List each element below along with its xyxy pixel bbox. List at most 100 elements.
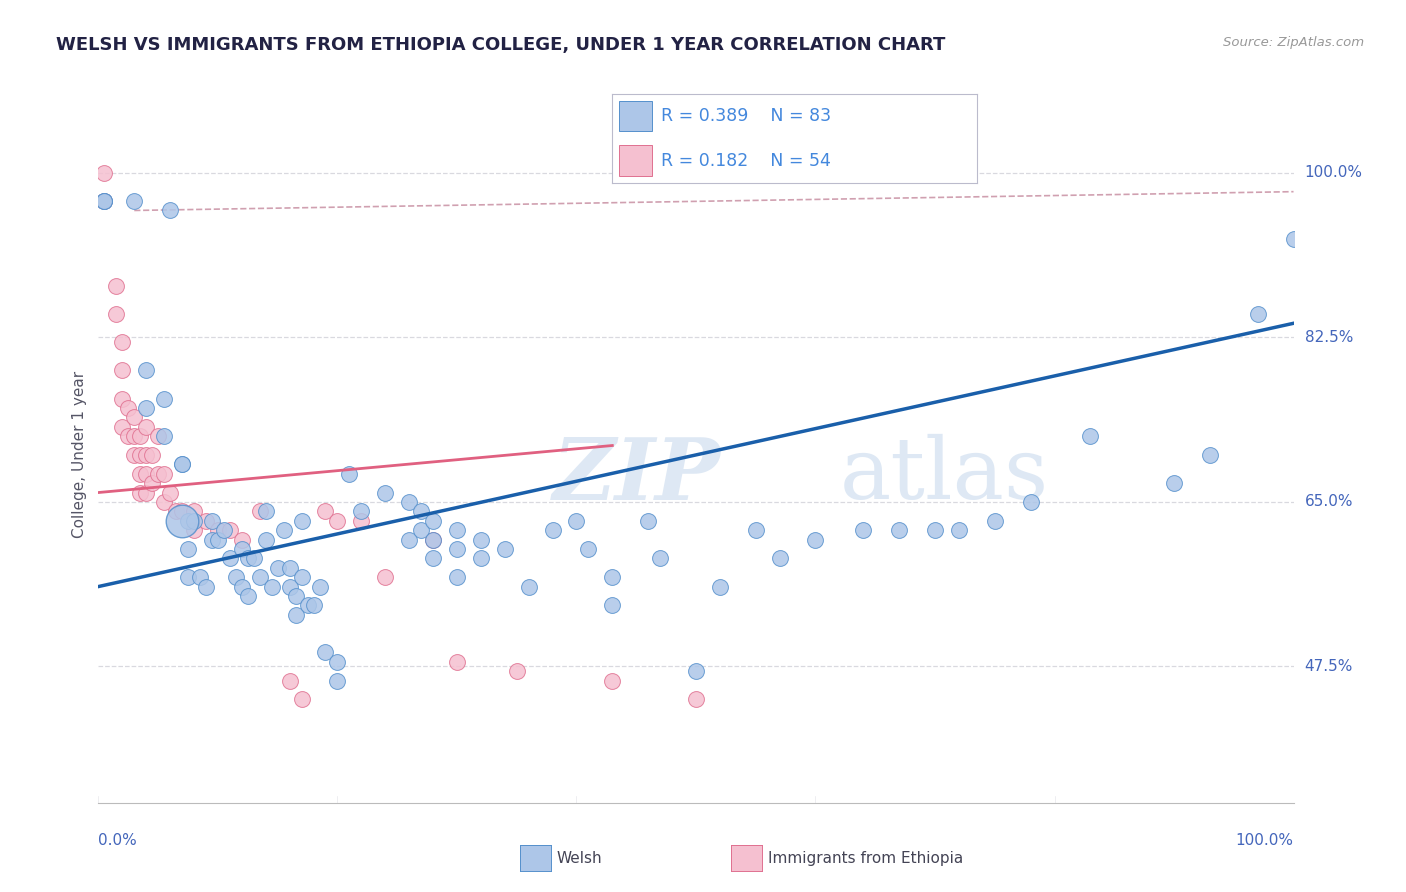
Point xyxy=(236,589,259,603)
Point xyxy=(172,514,194,528)
Point xyxy=(188,570,211,584)
Point xyxy=(326,514,349,528)
Point xyxy=(411,523,433,537)
Point xyxy=(308,580,330,594)
Point xyxy=(948,523,970,537)
Point xyxy=(411,504,433,518)
Point xyxy=(129,448,152,462)
Point xyxy=(648,551,672,566)
Point xyxy=(141,448,163,462)
Point xyxy=(183,504,205,518)
Point xyxy=(129,485,152,500)
Point xyxy=(852,523,875,537)
Point xyxy=(135,419,157,434)
Point xyxy=(446,541,468,556)
Point xyxy=(135,485,157,500)
Point xyxy=(350,514,373,528)
Point xyxy=(337,467,360,481)
Point xyxy=(207,533,229,547)
Point xyxy=(1246,307,1268,321)
Point xyxy=(135,363,157,377)
Point xyxy=(804,533,827,547)
Point xyxy=(231,580,253,594)
Point xyxy=(201,514,224,528)
Point xyxy=(165,504,187,518)
Point xyxy=(1163,476,1185,491)
Point xyxy=(254,504,277,518)
Point xyxy=(243,551,266,566)
Point xyxy=(177,570,200,584)
Point xyxy=(111,335,134,350)
Point xyxy=(93,194,115,208)
Point xyxy=(315,645,337,659)
Point xyxy=(422,533,444,547)
Point xyxy=(177,541,200,556)
Point xyxy=(470,533,492,547)
Text: 100.0%: 100.0% xyxy=(1305,165,1362,180)
Point xyxy=(124,429,146,443)
Point xyxy=(290,570,312,584)
Text: atlas: atlas xyxy=(839,434,1049,517)
Point xyxy=(278,580,301,594)
Text: 82.5%: 82.5% xyxy=(1305,330,1353,345)
Point xyxy=(194,514,217,528)
Point xyxy=(983,514,1005,528)
Point xyxy=(105,307,128,321)
Point xyxy=(135,467,157,481)
Text: R = 0.182    N = 54: R = 0.182 N = 54 xyxy=(661,152,831,169)
Point xyxy=(93,194,115,208)
Point xyxy=(93,194,115,208)
Point xyxy=(124,410,146,425)
Point xyxy=(422,533,444,547)
Point xyxy=(249,570,271,584)
Point xyxy=(183,523,205,537)
Point xyxy=(290,692,312,706)
Point xyxy=(600,673,623,688)
Bar xyxy=(619,145,652,176)
Point xyxy=(153,495,176,509)
Point xyxy=(194,580,217,594)
Text: R = 0.389    N = 83: R = 0.389 N = 83 xyxy=(661,107,831,125)
Point xyxy=(374,485,396,500)
Point xyxy=(111,363,134,377)
Point xyxy=(494,541,516,556)
Point xyxy=(231,541,253,556)
Point xyxy=(685,692,707,706)
Point xyxy=(225,570,247,584)
Point xyxy=(1019,495,1042,509)
Text: 0.0%: 0.0% xyxy=(98,833,138,848)
Point xyxy=(422,551,444,566)
Point xyxy=(135,401,157,415)
Point xyxy=(576,541,599,556)
Point xyxy=(201,533,224,547)
Point xyxy=(517,580,540,594)
Text: Source: ZipAtlas.com: Source: ZipAtlas.com xyxy=(1223,36,1364,49)
Text: Welsh: Welsh xyxy=(557,851,602,865)
Point xyxy=(1080,429,1102,443)
Point xyxy=(236,551,259,566)
Point xyxy=(117,429,139,443)
Point xyxy=(124,448,146,462)
Point xyxy=(135,448,157,462)
Point xyxy=(398,495,420,509)
Point xyxy=(315,504,337,518)
Text: 100.0%: 100.0% xyxy=(1236,833,1294,848)
Point xyxy=(105,278,128,293)
Point xyxy=(93,194,115,208)
Point xyxy=(153,392,176,406)
Point xyxy=(141,476,163,491)
Point xyxy=(889,523,911,537)
Point xyxy=(302,599,325,613)
Point xyxy=(290,514,312,528)
Y-axis label: College, Under 1 year: College, Under 1 year xyxy=(72,371,87,539)
Point xyxy=(541,523,564,537)
Point xyxy=(93,166,115,180)
Point xyxy=(153,467,176,481)
Point xyxy=(129,429,152,443)
Point xyxy=(153,429,176,443)
Point xyxy=(183,514,205,528)
Point xyxy=(709,580,731,594)
Point xyxy=(924,523,946,537)
Point xyxy=(745,523,768,537)
Point xyxy=(111,392,134,406)
